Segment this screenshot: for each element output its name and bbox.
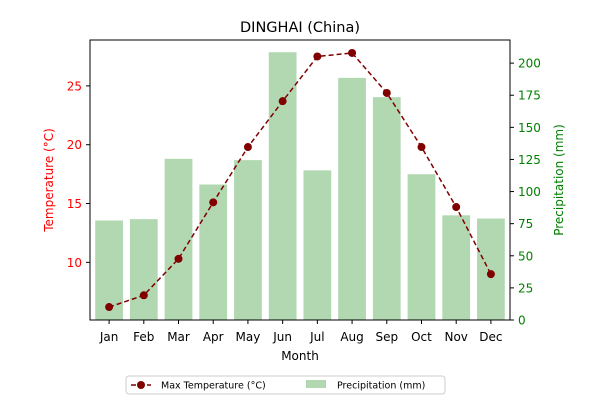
x-tick-label-may: May (236, 330, 261, 344)
y-right-tick-label-125: 125 (518, 153, 541, 167)
legend-line-marker (137, 381, 145, 389)
precipitation-bars (95, 52, 505, 320)
x-tick-label-apr: Apr (203, 330, 224, 344)
precipitation-bar-sep (372, 97, 401, 320)
x-tick-label-dec: Dec (479, 330, 502, 344)
x-axis-label: Month (281, 349, 319, 363)
temperature-point-apr (209, 198, 218, 207)
precipitation-bar-aug (338, 77, 366, 320)
y-left-tick-label-15: 15 (67, 197, 82, 211)
y-right-tick-label-200: 200 (518, 57, 541, 71)
y-right-tick-label-150: 150 (518, 121, 541, 135)
precipitation-bar-apr (199, 184, 228, 320)
y-right-tick-label-100: 100 (518, 185, 541, 199)
y-axis-left-label: Temperature (°C) (42, 128, 56, 233)
x-tick-label-aug: Aug (340, 330, 363, 344)
legend-box (125, 375, 446, 395)
temperature-point-feb (139, 291, 148, 300)
precipitation-bar-mar (164, 158, 193, 320)
y-left-tick-label-10: 10 (67, 256, 82, 270)
x-tick-label-oct: Oct (411, 330, 432, 344)
temperature-point-jun (278, 97, 287, 106)
precipitation-bar-may (234, 160, 262, 320)
y-axis-right-label: Precipitation (mm) (552, 124, 566, 236)
temperature-line-layer (105, 48, 495, 312)
temperature-point-aug (348, 48, 357, 57)
y-right-tick-label-0: 0 (518, 314, 526, 328)
temperature-point-nov (452, 203, 461, 212)
chart-title: DINGHAI (China) (240, 20, 360, 36)
legend: Max Temperature (°C) Precipitation (mm) (125, 375, 446, 395)
precipitation-bar-jun (268, 52, 297, 320)
x-tick-label-jun: Jun (272, 330, 292, 344)
y-right-tick-label-175: 175 (518, 89, 541, 103)
temperature-point-jan (105, 303, 114, 312)
y-axis-left: 10 15 20 25 (67, 79, 90, 270)
temperature-point-mar (174, 254, 183, 263)
temperature-line (108, 52, 492, 308)
y-right-tick-label-75: 75 (518, 217, 533, 231)
temperature-point-jul (313, 52, 322, 61)
x-tick-label-mar: Mar (167, 330, 190, 344)
y-axis-right: 0 25 50 75 100 125 150 175 200 (510, 57, 541, 328)
x-tick-label-nov: Nov (444, 330, 467, 344)
x-tick-label-jul: Jul (309, 330, 324, 344)
temperature-point-sep (382, 88, 391, 97)
y-left-tick-label-25: 25 (67, 79, 82, 93)
x-tick-label-sep: Sep (375, 330, 398, 344)
precipitation-bar-dec (477, 218, 505, 320)
temperature-point-may (243, 143, 252, 152)
temperature-point-oct (417, 143, 426, 152)
legend-label-precipitation: Precipitation (mm) (337, 381, 425, 392)
x-tick-label-feb: Feb (133, 330, 154, 344)
y-left-tick-label-20: 20 (67, 138, 82, 152)
precipitation-bar-nov (442, 215, 471, 320)
temperature-point-dec (486, 270, 495, 279)
precipitation-bar-jul (303, 170, 332, 320)
x-tick-label-jan: Jan (99, 330, 119, 344)
precipitation-bar-oct (407, 174, 436, 320)
legend-label-temperature: Max Temperature (°C) (161, 381, 266, 392)
y-right-tick-label-25: 25 (518, 281, 533, 295)
y-right-tick-label-50: 50 (518, 249, 533, 263)
precipitation-bar-feb (129, 219, 158, 320)
x-axis: Jan Feb Mar Apr May Jun Jul Aug Sep Oct Nov Dec (99, 320, 503, 344)
plot-frame (89, 39, 511, 321)
legend-bar-swatch (306, 380, 326, 388)
